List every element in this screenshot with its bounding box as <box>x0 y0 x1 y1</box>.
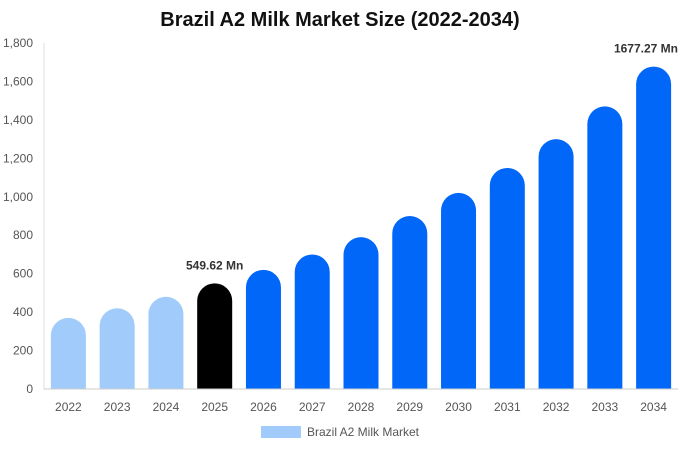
bar-2023 <box>99 308 135 389</box>
bar-2022 <box>50 317 86 389</box>
bar-2031 <box>489 167 525 389</box>
y-tick-label: 400 <box>13 305 33 319</box>
x-tick-label: 2025 <box>201 400 228 414</box>
y-tick-label: 200 <box>13 344 33 358</box>
x-tick-label: 2024 <box>153 400 180 414</box>
y-tick-label: 0 <box>26 382 33 396</box>
y-axis: 0 200 400 600 800 1,000 1,200 1,400 1,600 1,800 <box>3 36 45 396</box>
x-tick-label: 2030 <box>445 400 472 414</box>
bar-2029 <box>392 216 428 389</box>
data-label-2034: 1677.27 Mn <box>614 42 678 56</box>
data-label-2025: 549.62 Mn <box>186 258 243 272</box>
bar-2034 <box>636 66 672 389</box>
x-tick-label: 2027 <box>299 400 326 414</box>
y-tick-label: 1,400 <box>3 113 33 127</box>
x-axis: 2022 2023 2024 2025 2026 2027 2028 2029 2030 2031… <box>44 388 678 414</box>
y-tick-label: 800 <box>13 228 33 242</box>
bar-2032 <box>538 139 574 389</box>
x-tick-label: 2032 <box>543 400 570 414</box>
y-tick-label: 600 <box>13 267 33 281</box>
legend-label: Brazil A2 Milk Market <box>306 425 420 439</box>
y-tick-label: 1,600 <box>3 74 33 88</box>
x-tick-label: 2028 <box>348 400 375 414</box>
y-tick-label: 1,800 <box>3 36 33 50</box>
bar-2027 <box>294 254 330 389</box>
bar-2033 <box>587 106 623 389</box>
x-tick-label: 2033 <box>591 400 618 414</box>
bars <box>50 66 672 389</box>
x-tick-label: 2023 <box>104 400 131 414</box>
bar-2030 <box>441 192 477 389</box>
chart-title: Brazil A2 Milk Market Size (2022-2034) <box>160 9 520 31</box>
y-tick-label: 1,000 <box>3 190 33 204</box>
x-tick-label: 2026 <box>250 400 277 414</box>
x-tick-label: 2031 <box>494 400 521 414</box>
x-tick-label: 2022 <box>55 400 82 414</box>
legend: Brazil A2 Milk Market <box>0 425 680 439</box>
legend-swatch <box>260 426 301 438</box>
data-labels: 549.62 Mn 1677.27 Mn <box>186 42 678 273</box>
x-tick-label: 2034 <box>640 400 667 414</box>
bar-2026 <box>245 269 281 389</box>
bar-2028 <box>343 237 379 389</box>
y-tick-label: 1,200 <box>3 151 33 165</box>
x-tick-label: 2029 <box>396 400 423 414</box>
bar-2025 <box>197 283 233 389</box>
bar-2024 <box>148 296 184 389</box>
